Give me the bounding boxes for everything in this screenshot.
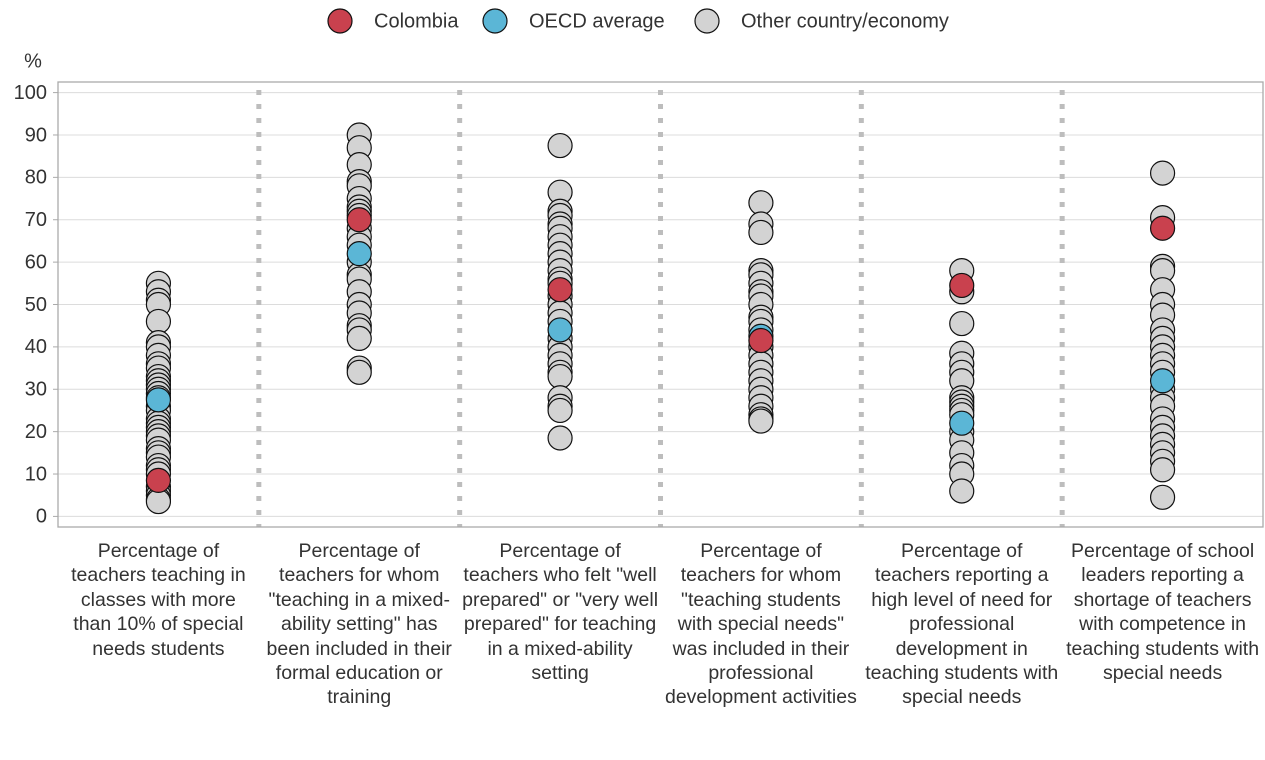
x-tick-label: Percentage of teachers reporting a high … [865,540,1059,709]
x-tick-label: Percentage of teachers who felt "well pr… [462,540,659,685]
dot [346,325,372,352]
dot [547,132,573,159]
dot [1149,160,1176,186]
dot [1149,484,1176,510]
y-tick-label: 0 [36,506,47,528]
dot [346,241,372,267]
y-tick-label: 30 [25,379,47,401]
legend-label: Other country/economy [741,10,949,32]
x-tick-label: Percentage of teachers for whom "teachin… [266,540,452,709]
legend-swatch [327,8,353,34]
dot [949,410,975,436]
legend-swatch [694,8,720,34]
dot [949,478,975,504]
legend-label: OECD average [529,10,665,32]
dot [1149,457,1176,483]
y-tick-label: 100 [14,82,47,104]
dot [748,190,774,216]
dot [145,467,172,493]
dot [1149,215,1176,241]
legend-label: Colombia [374,10,459,32]
x-tick-label: Percentage of teachers for whom "teachin… [664,540,857,709]
y-tick-label: 90 [25,124,47,146]
dot [547,425,573,451]
x-tick-label: Percentage of teachers teaching in class… [71,540,246,660]
dot [748,408,774,434]
dot [547,363,573,390]
dot [145,488,172,515]
y-tick-label: 80 [25,167,47,189]
dot [547,277,573,303]
dot [145,308,172,335]
dot [346,359,372,385]
dot [1149,368,1176,394]
legend-swatch [482,8,508,34]
dot [949,310,975,337]
y-tick-label: 60 [25,251,47,273]
y-tick-label: 40 [25,336,47,358]
y-axis-label: % [24,50,42,72]
dot [748,327,774,354]
x-tick-label: Percentage of school leaders reporting a… [1066,540,1260,685]
y-tick-label: 10 [25,463,47,485]
plot-frame [57,81,1264,528]
dot [547,397,573,424]
dot [547,317,573,343]
dot [346,207,372,233]
y-tick-label: 20 [25,421,47,443]
y-tick-label: 50 [25,294,47,316]
dot [949,272,975,299]
y-tick-label: 70 [25,209,47,231]
dot [145,387,172,413]
dot [748,219,774,246]
